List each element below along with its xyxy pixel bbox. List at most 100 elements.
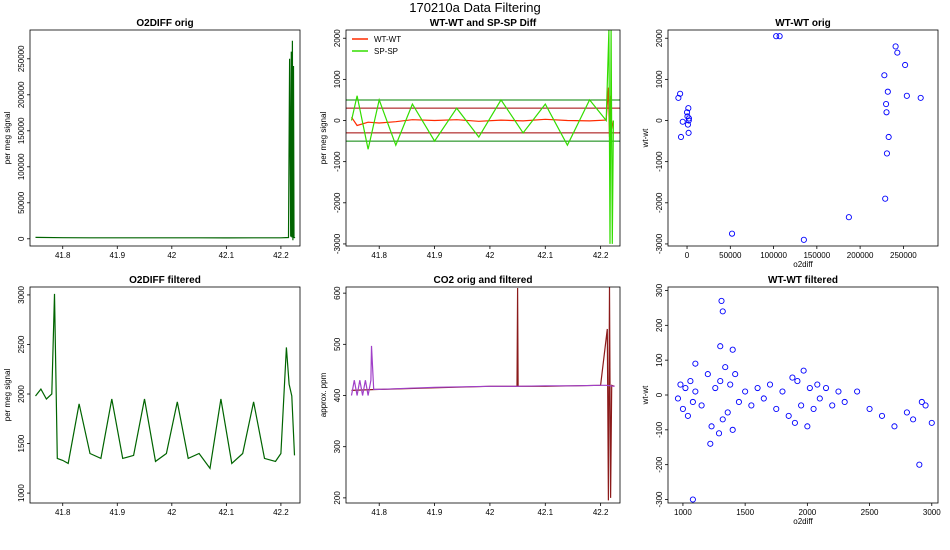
x-tick-label: 250000 xyxy=(890,251,917,260)
y-tick-label: 2000 xyxy=(17,385,26,403)
x-tick-label: 41.9 xyxy=(109,251,125,260)
chart-co2-orig-filtered: CO2 orig and filtered 41.8 41.9 42 42.1 42.2 2… xyxy=(319,275,621,517)
scatter-point xyxy=(854,388,861,395)
scatter-point xyxy=(724,409,731,416)
scatter-point xyxy=(902,61,909,69)
scatter-point xyxy=(776,33,783,40)
scatter-point xyxy=(715,430,723,437)
scatter-point xyxy=(684,412,691,419)
x-tick-label: 2000 xyxy=(798,508,816,517)
plot-frame xyxy=(667,286,939,504)
scatter-point xyxy=(685,117,692,124)
scatter-point xyxy=(773,405,780,412)
scatter-point xyxy=(729,426,736,433)
y-tick-label: 0 xyxy=(655,392,664,397)
scatter-point xyxy=(883,150,890,157)
scatter-point xyxy=(683,109,691,116)
y-tick-label: 1000 xyxy=(333,70,342,88)
scatter-point xyxy=(779,388,786,395)
y-tick-label: 250000 xyxy=(17,45,26,72)
x-tick-label: 200000 xyxy=(847,251,874,260)
scatter-point xyxy=(866,405,873,412)
scatter-point xyxy=(881,72,888,79)
y-tick-label: -2000 xyxy=(655,192,664,213)
scatter-point xyxy=(689,496,696,503)
scatter-point xyxy=(916,461,923,468)
y-axis-label: approx. ppm xyxy=(319,372,328,417)
scatter-point xyxy=(679,118,686,125)
chart-title: O2DIFF filtered xyxy=(129,275,201,286)
y-tick-label: 50000 xyxy=(17,191,26,214)
scatter-point xyxy=(727,381,734,388)
scatter-point xyxy=(679,405,686,412)
x-tick-label: 1500 xyxy=(736,508,754,517)
x-tick-label: 42.1 xyxy=(537,251,553,260)
scatter-point xyxy=(719,416,726,423)
scatter-point xyxy=(883,109,890,116)
y-tick-label: 0 xyxy=(17,236,26,241)
scatter-point xyxy=(766,381,774,388)
scatter-point xyxy=(894,49,901,56)
series-line-co2-orig xyxy=(351,287,615,501)
y-axis-label: wt-wt xyxy=(641,128,650,148)
scatter-point xyxy=(717,378,724,385)
scatter-point xyxy=(748,402,755,409)
chart-title: WT-WT orig xyxy=(775,18,831,29)
scatter-point xyxy=(719,308,726,315)
y-axis-label: wt-wt xyxy=(641,385,650,405)
scatter-point xyxy=(829,402,836,409)
scatter-point xyxy=(692,388,699,395)
plot-frame xyxy=(345,286,621,504)
legend-label: WT-WT xyxy=(374,35,401,44)
scatter-point xyxy=(917,94,924,101)
x-tick-label: 42 xyxy=(485,508,494,517)
x-tick-label: 41.9 xyxy=(109,508,125,517)
scatter-point xyxy=(677,381,684,388)
scatter-point xyxy=(692,360,699,367)
y-tick-label: 3000 xyxy=(17,285,26,303)
y-tick-label: -200 xyxy=(655,456,664,473)
y-tick-label: -300 xyxy=(655,491,664,508)
x-tick-label: 41.8 xyxy=(371,251,387,260)
scatter-point xyxy=(735,398,742,406)
scatter-point xyxy=(760,395,767,402)
scatter-point xyxy=(685,115,692,122)
scatter-point xyxy=(698,402,705,409)
y-tick-label: -1000 xyxy=(655,151,664,172)
x-tick-label: 42.1 xyxy=(537,508,553,517)
scatter-point xyxy=(806,384,813,392)
plot-area xyxy=(675,33,924,243)
chart-o2diff-orig: O2DIFF orig 41.8 41.9 42 42.1 42.2 0 50000 10000… xyxy=(3,18,301,260)
scatter-point xyxy=(903,409,910,416)
y-tick-label: 200 xyxy=(655,318,664,332)
x-tick-label: 150000 xyxy=(803,251,830,260)
scatter-point xyxy=(804,423,811,430)
scatter-point xyxy=(689,398,696,406)
chart-wtwt-spsp-diff: WT-WT and SP-SP Diff 41.8 41.9 42 42.1 42.2 -3… xyxy=(319,18,621,260)
y-tick-label: 1500 xyxy=(17,434,26,452)
y-tick-label: -100 xyxy=(655,421,664,438)
y-tick-label: 150000 xyxy=(17,117,26,144)
scatter-point xyxy=(800,367,807,374)
x-tick-label: 41.8 xyxy=(55,508,71,517)
scatter-point xyxy=(810,405,817,412)
scatter-point xyxy=(712,384,719,392)
x-tick-label: 42.2 xyxy=(273,508,289,517)
scatter-point xyxy=(722,364,729,371)
y-tick-label: 2500 xyxy=(17,335,26,353)
y-tick-label: 600 xyxy=(333,286,342,300)
chart-title: WT-WT filtered xyxy=(768,275,838,286)
scatter-point xyxy=(878,412,886,419)
x-tick-label: 42.2 xyxy=(593,508,609,517)
scatter-point xyxy=(687,378,694,385)
scatter-point xyxy=(717,343,724,350)
plot-area xyxy=(35,40,296,241)
x-tick-label: 41.9 xyxy=(427,251,443,260)
series-line-o2diff-filtered xyxy=(35,293,296,470)
scatter-point xyxy=(883,101,890,108)
plot-area xyxy=(350,287,615,501)
scatter-point xyxy=(841,398,848,406)
x-tick-label: 42.1 xyxy=(219,508,235,517)
x-tick-label: 0 xyxy=(685,251,690,260)
scatter-point xyxy=(918,398,925,406)
